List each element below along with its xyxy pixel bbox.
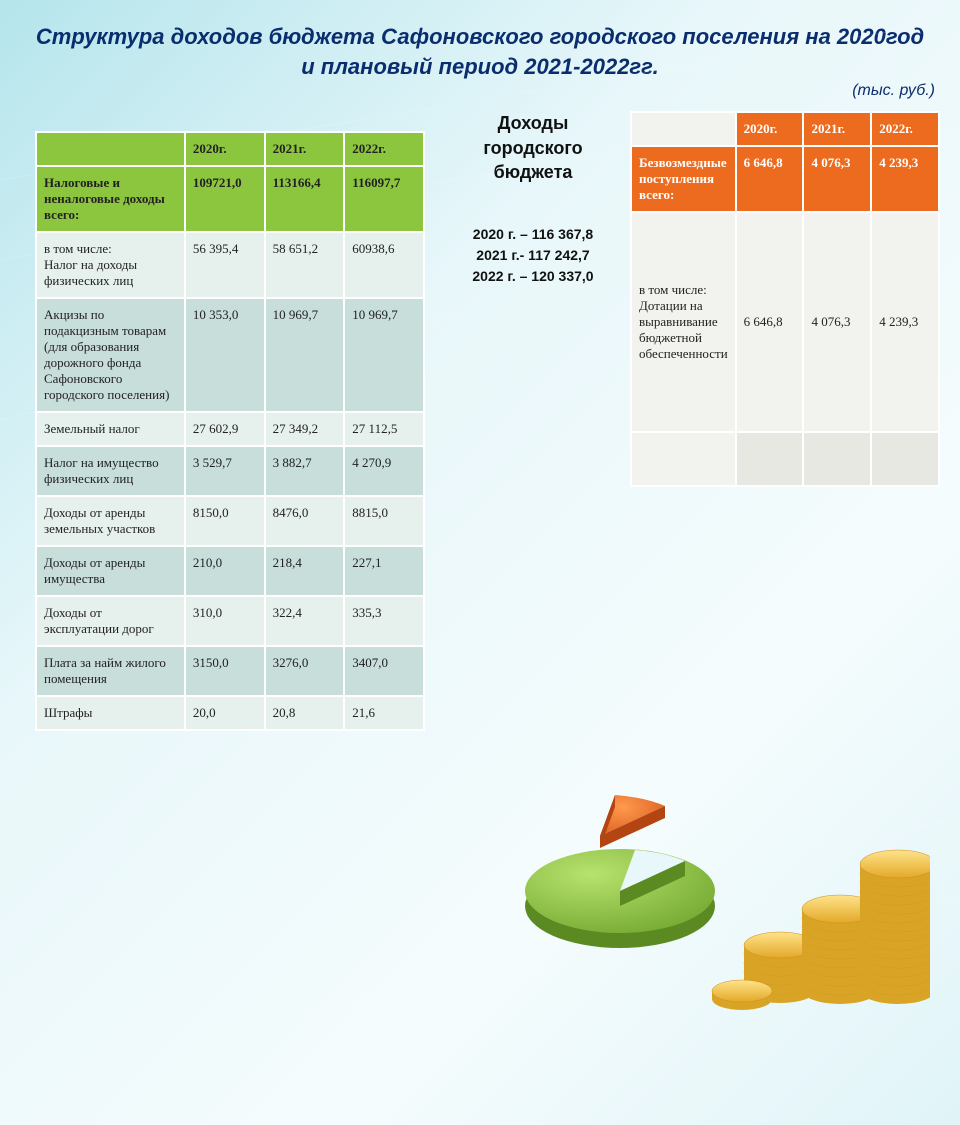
title-line1: Структура доходов бюджета Сафоновского г… (36, 24, 924, 49)
left-row-label: Налоговые и неналоговые доходы всего: (36, 166, 185, 232)
right-header-2022: 2022г. (871, 112, 939, 146)
left-row-label: Доходы от аренды земельных участков (36, 496, 185, 546)
left-row-label: Плата за найм жилого помещения (36, 646, 185, 696)
right-row: в том числе: Дотации на выравнивание бюд… (631, 212, 939, 432)
left-row-value: 3 882,7 (265, 446, 345, 496)
left-row: Акцизы по подакцизным товарам (для образ… (36, 298, 424, 412)
left-row-value: 20,8 (265, 696, 345, 730)
left-row-value: 8150,0 (185, 496, 265, 546)
left-row-label: Доходы от аренды имущества (36, 546, 185, 596)
left-row: Налог на имущество физических лиц3 529,7… (36, 446, 424, 496)
left-row-value: 8476,0 (265, 496, 345, 546)
right-row-value: 6 646,8 (736, 212, 804, 432)
left-header-2020: 2020г. (185, 132, 265, 166)
mid-line-0: 2020 г. – 116 367,8 (448, 224, 618, 245)
left-row-value: 3 529,7 (185, 446, 265, 496)
left-row-value: 60938,6 (344, 232, 424, 298)
left-row-label: Штрафы (36, 696, 185, 730)
left-header-2022: 2022г. (344, 132, 424, 166)
right-row-value (871, 432, 939, 486)
left-row-label: Земельный налог (36, 412, 185, 446)
page-title: Структура доходов бюджета Сафоновского г… (0, 0, 960, 81)
left-row-label: Доходы от эксплуатации дорог (36, 596, 185, 646)
left-row-value: 27 602,9 (185, 412, 265, 446)
right-row-value (803, 432, 871, 486)
left-row-value: 27 349,2 (265, 412, 345, 446)
right-row-value: 4 239,3 (871, 212, 939, 432)
right-row-value: 6 646,8 (736, 146, 804, 212)
pie-orange-slice (600, 795, 665, 848)
right-row: Безвозмездные поступления всего:6 646,84… (631, 146, 939, 212)
left-row-value: 310,0 (185, 596, 265, 646)
left-row-value: 58 651,2 (265, 232, 345, 298)
left-row-label: в том числе: Налог на доходы физических … (36, 232, 185, 298)
title-line2: и плановый период 2021-2022гг. (301, 54, 658, 79)
left-row-value: 8815,0 (344, 496, 424, 546)
left-row-value: 218,4 (265, 546, 345, 596)
coin-stacks (712, 850, 930, 1010)
left-row-value: 3407,0 (344, 646, 424, 696)
left-row: Доходы от аренды земельных участков8150,… (36, 496, 424, 546)
left-row-value: 210,0 (185, 546, 265, 596)
left-row-value: 4 270,9 (344, 446, 424, 496)
right-table: 2020г. 2021г. 2022г. Безвозмездные посту… (630, 111, 940, 487)
left-row-value: 227,1 (344, 546, 424, 596)
left-row-value: 3276,0 (265, 646, 345, 696)
left-table: 2020г. 2021г. 2022г. Налоговые и неналог… (35, 131, 425, 731)
right-row-label: Безвозмездные поступления всего: (631, 146, 736, 212)
left-row: Штрафы20,020,821,6 (36, 696, 424, 730)
left-row: Налоговые и неналоговые доходы всего:109… (36, 166, 424, 232)
pie-and-coins-illustration (510, 731, 930, 1011)
right-row-value: 4 239,3 (871, 146, 939, 212)
left-row-value: 113166,4 (265, 166, 345, 232)
right-row (631, 432, 939, 486)
right-row-label (631, 432, 736, 486)
left-row: Плата за найм жилого помещения3150,03276… (36, 646, 424, 696)
left-row: в том числе: Налог на доходы физических … (36, 232, 424, 298)
left-row-label: Акцизы по подакцизным товарам (для образ… (36, 298, 185, 412)
mid-line-1: 2021 г.- 117 242,7 (448, 245, 618, 266)
left-row-label: Налог на имущество физических лиц (36, 446, 185, 496)
right-row-value: 4 076,3 (803, 146, 871, 212)
left-header-2021: 2021г. (265, 132, 345, 166)
pie-green-slice (525, 849, 715, 948)
left-row-value: 56 395,4 (185, 232, 265, 298)
left-row-value: 10 969,7 (344, 298, 424, 412)
left-row-value: 116097,7 (344, 166, 424, 232)
left-row-value: 322,4 (265, 596, 345, 646)
left-row-value: 20,0 (185, 696, 265, 730)
left-row-value: 10 969,7 (265, 298, 345, 412)
right-header-2021: 2021г. (803, 112, 871, 146)
right-row-label: в том числе: Дотации на выравнивание бюд… (631, 212, 736, 432)
left-row-value: 21,6 (344, 696, 424, 730)
mid-title: Доходы городского бюджета (448, 111, 618, 184)
units-label: (тыс. руб.) (852, 82, 935, 100)
left-row-value: 10 353,0 (185, 298, 265, 412)
left-row: Доходы от эксплуатации дорог310,0322,433… (36, 596, 424, 646)
right-table-header: 2020г. 2021г. 2022г. (631, 112, 939, 146)
mid-line-2: 2022 г. – 120 337,0 (448, 266, 618, 287)
left-table-header: 2020г. 2021г. 2022г. (36, 132, 424, 166)
left-header-blank (36, 132, 185, 166)
mid-block: Доходы городского бюджета 2020 г. – 116 … (448, 111, 618, 287)
left-row-value: 109721,0 (185, 166, 265, 232)
left-row-value: 27 112,5 (344, 412, 424, 446)
mid-totals: 2020 г. – 116 367,8 2021 г.- 117 242,7 2… (448, 224, 618, 287)
right-header-blank (631, 112, 736, 146)
right-row-value: 4 076,3 (803, 212, 871, 432)
right-header-2020: 2020г. (736, 112, 804, 146)
left-row-value: 3150,0 (185, 646, 265, 696)
left-row-value: 335,3 (344, 596, 424, 646)
left-row: Земельный налог27 602,927 349,227 112,5 (36, 412, 424, 446)
left-row: Доходы от аренды имущества210,0218,4227,… (36, 546, 424, 596)
right-row-value (736, 432, 804, 486)
